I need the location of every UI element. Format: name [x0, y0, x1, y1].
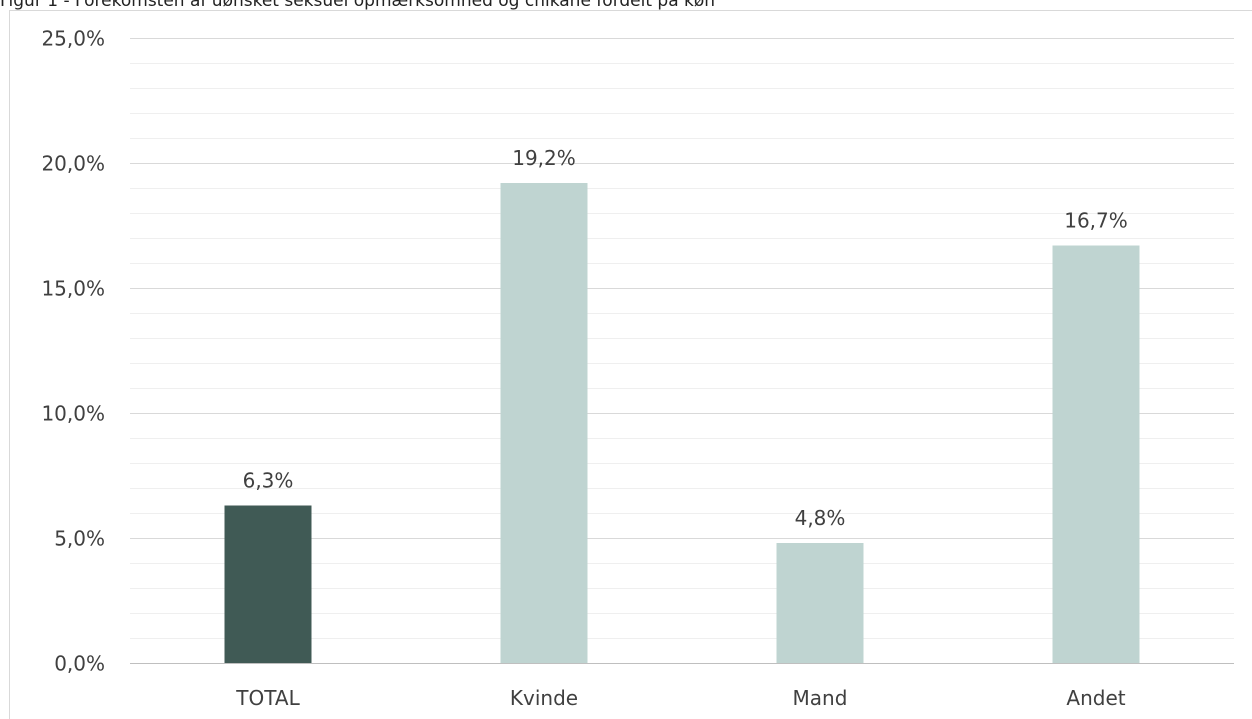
- minor-gridlines: [130, 63, 1234, 639]
- major-gridlines: [130, 38, 1234, 539]
- chart-frame: [9, 10, 1252, 719]
- x-tick-label-mand: Mand: [793, 686, 848, 710]
- bar-andet: [1052, 245, 1140, 663]
- y-tick-label: 10,0%: [41, 402, 105, 426]
- y-tick-label: 15,0%: [41, 277, 105, 301]
- y-axis-tick-labels: 0,0% 5,0% 10,0% 15,0% 20,0% 25,0%: [41, 27, 105, 676]
- bar-kvinde: [500, 183, 588, 663]
- x-tick-label-andet: Andet: [1066, 686, 1125, 710]
- bar-mand: [776, 543, 864, 663]
- y-tick-label: 25,0%: [41, 27, 105, 51]
- chart-title: Figur 1 - Forekomsten af uønsket seksuel…: [0, 0, 716, 11]
- y-tick-label: 0,0%: [54, 652, 105, 676]
- x-tick-label-kvinde: Kvinde: [510, 686, 578, 710]
- data-label-andet: 16,7%: [1064, 209, 1128, 233]
- data-label-kvinde: 19,2%: [512, 146, 576, 170]
- data-labels: 6,3% 19,2% 4,8% 16,7%: [243, 146, 1128, 530]
- x-tick-label-total: TOTAL: [235, 686, 300, 710]
- bars: [224, 183, 1140, 663]
- y-tick-label: 20,0%: [41, 152, 105, 176]
- y-tick-label: 5,0%: [54, 527, 105, 551]
- data-label-total: 6,3%: [243, 469, 294, 493]
- x-axis-tick-labels: TOTAL Kvinde Mand Andet: [235, 686, 1125, 710]
- data-label-mand: 4,8%: [795, 506, 846, 530]
- bar-total: [224, 505, 312, 663]
